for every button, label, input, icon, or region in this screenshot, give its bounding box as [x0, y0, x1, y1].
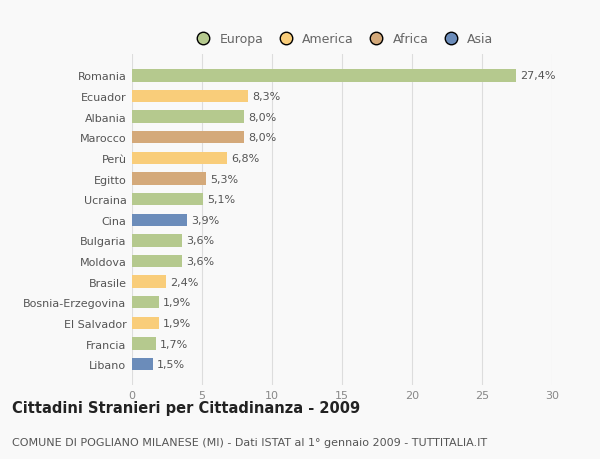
Bar [132, 214, 187, 226]
Bar [132, 297, 158, 309]
Text: 27,4%: 27,4% [520, 71, 556, 81]
Bar [132, 91, 248, 103]
Bar [132, 173, 206, 185]
Bar [132, 132, 244, 144]
Text: 1,9%: 1,9% [163, 318, 191, 328]
Bar [132, 276, 166, 288]
Text: 5,3%: 5,3% [211, 174, 239, 184]
Bar [132, 338, 156, 350]
Bar [132, 111, 244, 123]
Text: 1,5%: 1,5% [157, 359, 185, 369]
Text: 3,6%: 3,6% [187, 257, 215, 267]
Bar [132, 152, 227, 165]
Legend: Europa, America, Africa, Asia: Europa, America, Africa, Asia [185, 28, 499, 51]
Bar [132, 194, 203, 206]
Text: 3,6%: 3,6% [187, 236, 215, 246]
Text: 5,1%: 5,1% [208, 195, 236, 205]
Text: 6,8%: 6,8% [232, 154, 260, 163]
Text: 8,0%: 8,0% [248, 133, 277, 143]
Bar [132, 255, 182, 268]
Text: 3,9%: 3,9% [191, 215, 219, 225]
Bar [132, 317, 158, 330]
Text: 1,7%: 1,7% [160, 339, 188, 349]
Text: COMUNE DI POGLIANO MILANESE (MI) - Dati ISTAT al 1° gennaio 2009 - TUTTITALIA.IT: COMUNE DI POGLIANO MILANESE (MI) - Dati … [12, 437, 487, 448]
Text: 2,4%: 2,4% [170, 277, 198, 287]
Bar [132, 235, 182, 247]
Bar [132, 70, 515, 83]
Bar [132, 358, 153, 370]
Text: 1,9%: 1,9% [163, 297, 191, 308]
Text: 8,0%: 8,0% [248, 112, 277, 123]
Text: Cittadini Stranieri per Cittadinanza - 2009: Cittadini Stranieri per Cittadinanza - 2… [12, 400, 360, 415]
Text: 8,3%: 8,3% [253, 92, 281, 102]
